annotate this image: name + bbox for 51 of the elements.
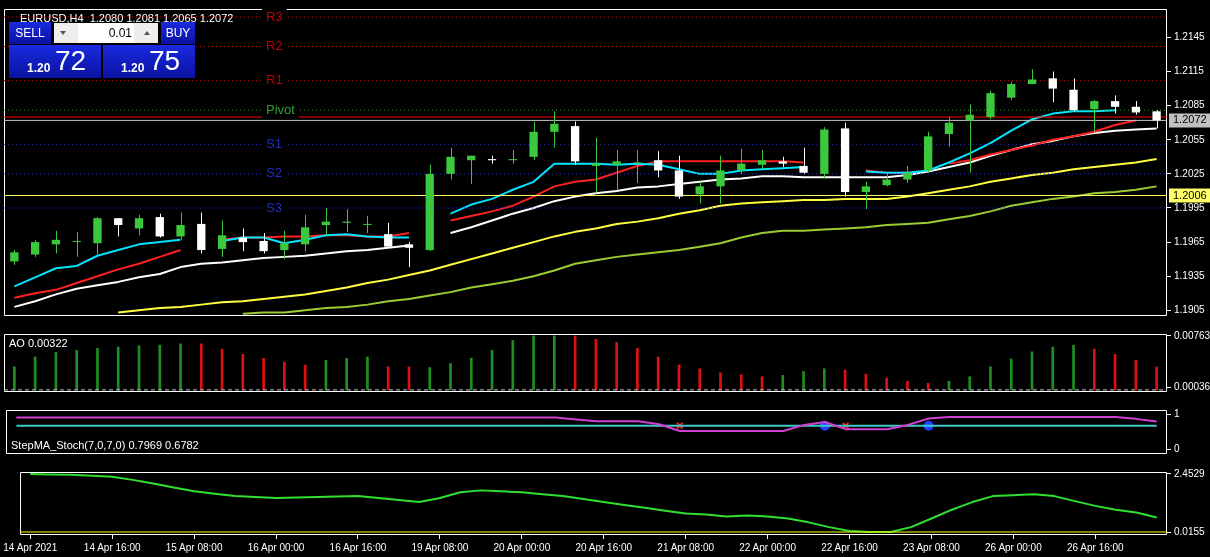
y-tick-label: 1.1905 [1174, 304, 1206, 316]
y-tick-label: 1.2055 [1174, 133, 1206, 145]
ref-line-label: 1.2072 [1173, 113, 1207, 126]
y-tick-label: 1.2115 [1174, 65, 1205, 77]
y-tick-label: 1 [1174, 408, 1180, 420]
annotation: 0.01 [78, 23, 134, 43]
x-tick-label: 19 Apr 08:00 [411, 541, 469, 553]
annotation: 72 [55, 45, 87, 77]
ref-line-label: Pivot [266, 101, 296, 117]
y-tick-label: 0.00763 [1174, 329, 1210, 341]
x-tick-label: 14 Apr 16:00 [83, 541, 141, 553]
x-tick-label: 14 Apr 2021 [3, 541, 58, 553]
annotation: 1.20 [27, 61, 51, 75]
buy-price-box: 1.20 75 [103, 45, 195, 78]
ref-line-label: S1 [266, 135, 282, 151]
x-tick-label: 16 Apr 00:00 [247, 541, 305, 553]
x-tick-label: 15 Apr 08:00 [165, 541, 223, 553]
ref-line-label: S2 [266, 165, 282, 181]
x-tick-label: 20 Apr 16:00 [575, 541, 633, 553]
ref-line-label: R1 [266, 72, 283, 88]
x-tick-label: 16 Apr 16:00 [329, 541, 387, 553]
ref-line-label: R3 [266, 8, 283, 24]
quantity-field: 0.01 [54, 23, 158, 43]
y-tick-label: 1.1965 [1174, 235, 1206, 247]
sell-price-box: 1.20 72 [9, 45, 101, 78]
x-tick-label: 20 Apr 00:00 [493, 541, 551, 553]
y-tick-label: 1.2145 [1174, 31, 1206, 43]
sell-button: SELL [9, 22, 51, 44]
chart-title: AO 0.00322 [9, 336, 68, 349]
ref-line-label: R2 [266, 38, 283, 54]
y-tick-label: 1.2025 [1174, 167, 1206, 179]
ref-line-label: 1.2006 [1173, 188, 1207, 201]
y-tick-label: 1.1995 [1174, 201, 1206, 213]
x-tick-label: 21 Apr 08:00 [657, 541, 715, 553]
buy-button: BUY [161, 22, 195, 44]
y-tick-label: 2.4529 [1174, 467, 1206, 479]
x-tick-label: 23 Apr 08:00 [903, 541, 961, 553]
x-tick-label: 26 Apr 00:00 [985, 541, 1043, 553]
x-tick-label: 26 Apr 16:00 [1066, 541, 1125, 553]
y-tick-label: 0 [1174, 443, 1180, 455]
y-tick-label: 0.00036 [1174, 381, 1210, 393]
x-tick-label: 22 Apr 00:00 [739, 541, 797, 553]
text: StepMA_Stoch(7,0,7,0) 0.7969 0.6782 [11, 438, 199, 451]
y-tick-label: 1.2085 [1174, 99, 1206, 111]
annotation: 1.20 [121, 61, 145, 75]
chart-title: EURUSD,H4 1.2080 1.2081 1.2065 1.2072 [20, 11, 234, 24]
x-tick-label: 22 Apr 16:00 [821, 541, 879, 553]
y-tick-label: 0.0155 [1174, 525, 1206, 537]
annotation: 75 [149, 45, 181, 77]
ref-line-label: S3 [266, 199, 282, 215]
y-tick-label: 1.1935 [1174, 269, 1206, 281]
